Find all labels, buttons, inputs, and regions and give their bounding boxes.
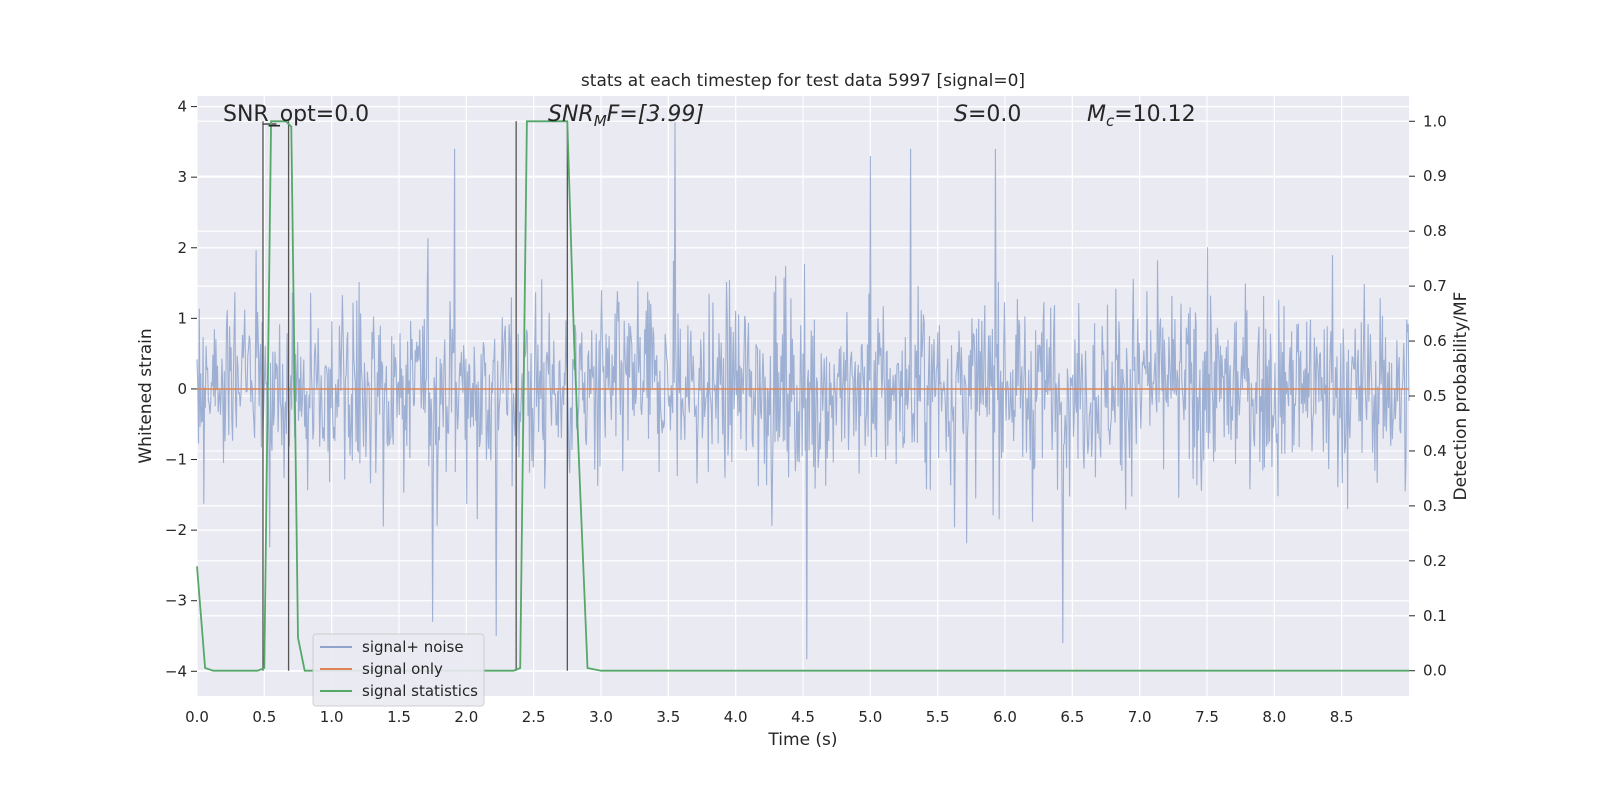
x-tick-label: 0.5 (252, 708, 276, 726)
y-axis-left-label: Whitened strain (136, 328, 156, 463)
x-tick-label: 0.0 (185, 708, 209, 726)
x-tick-label: 2.0 (454, 708, 478, 726)
x-tick-label: 7.5 (1195, 708, 1219, 726)
x-tick-label: 6.0 (993, 708, 1017, 726)
y-tick-label-right: 0.5 (1423, 387, 1447, 405)
y-tick-label-right: 0.1 (1423, 607, 1447, 625)
x-tick-label: 3.5 (656, 708, 680, 726)
legend-box (312, 633, 485, 707)
y-tick-label-right: 0.0 (1423, 662, 1447, 680)
x-axis-ticks: 0.0 0.5 1.0 1.5 2.0 2.5 3.0 3.5 4.0 4.5 5.0 5.5 6.0 6… (185, 708, 1354, 726)
chart-title: stats at each timestep for test data 599… (581, 71, 1025, 91)
x-tick-label: 1.5 (387, 708, 411, 726)
x-tick-label: 6.5 (1060, 708, 1084, 726)
annotation-snr-mf: SNRMF=[3.99] (548, 102, 704, 130)
y-tick-label-right: 0.3 (1423, 497, 1447, 515)
y-axis-left-ticks: 4 3 2 1 0 −1 −2 −3 −4 (165, 98, 197, 680)
annotation-snr-opt: SNR_opt=0.0 (223, 102, 369, 127)
x-tick-label: 4.0 (724, 708, 748, 726)
legend-label-signal-only: signal only (362, 660, 443, 678)
y-tick-label-left: 2 (177, 239, 187, 257)
annotation-mc: Mc=10.12 (1087, 102, 1196, 130)
y-tick-label-left: 0 (177, 380, 187, 398)
y-tick-label-right: 0.9 (1423, 167, 1447, 185)
y-tick-label-left: 4 (177, 98, 187, 116)
y-tick-label-left: −4 (165, 662, 187, 680)
y-tick-label-left: −2 (165, 521, 187, 539)
legend-label-signal-noise: signal+ noise (362, 638, 464, 656)
x-tick-label: 3.0 (589, 708, 613, 726)
y-tick-label-right: 0.4 (1423, 442, 1447, 460)
x-tick-label: 8.5 (1330, 708, 1354, 726)
vertical-markers (262, 121, 568, 671)
y-tick-label-right: 0.2 (1423, 552, 1447, 570)
legend: signal+ noise signal only signal statist… (312, 633, 485, 707)
y-tick-label-left: 1 (177, 309, 187, 327)
y-tick-label-left: −1 (165, 451, 187, 469)
y-tick-label-right: 0.8 (1423, 222, 1447, 240)
series-signal-noise (196, 122, 1410, 660)
x-tick-label: 5.5 (926, 708, 950, 726)
y-tick-label-left: 3 (177, 168, 187, 186)
x-tick-label: 1.0 (320, 708, 344, 726)
y-tick-label-right: 0.7 (1423, 277, 1447, 295)
signal-noise-line (196, 122, 1410, 660)
y-axis-right-ticks: 1.0 0.9 0.8 0.7 0.6 0.5 0.4 0.3 0.2 0.1 0.0 (1409, 112, 1447, 680)
y-tick-label-right: 1.0 (1423, 112, 1447, 130)
x-tick-label: 4.5 (791, 708, 815, 726)
y-tick-label-right: 0.6 (1423, 332, 1447, 350)
legend-label-signal-statistics: signal statistics (362, 682, 478, 700)
y-tick-label-left: −3 (165, 592, 187, 610)
x-tick-label: 7.0 (1128, 708, 1152, 726)
x-tick-label: 2.5 (522, 708, 546, 726)
x-tick-label: 8.0 (1262, 708, 1286, 726)
x-axis-label: Time (s) (767, 730, 837, 750)
y-axis-right-label: Detection probability/MF (1451, 292, 1471, 501)
annotation-s: S=0.0 (954, 102, 1021, 127)
x-tick-label: 5.0 (858, 708, 882, 726)
